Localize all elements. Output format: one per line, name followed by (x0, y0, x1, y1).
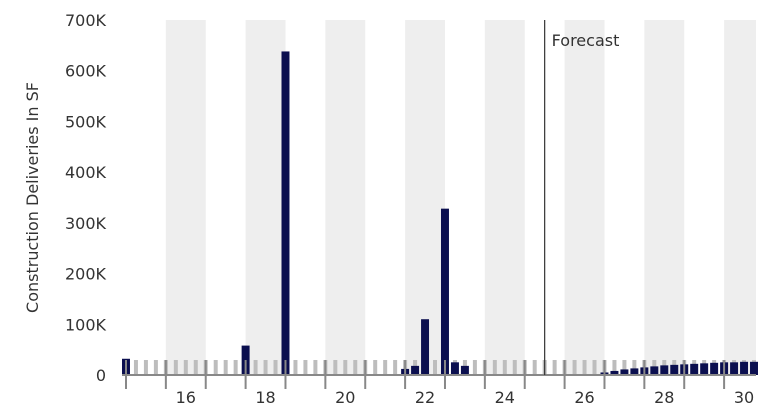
axes (122, 360, 756, 389)
bar (710, 362, 719, 375)
quarter-placeholder-mark (572, 360, 577, 374)
y-tick-label: 200K (65, 265, 107, 284)
bar (650, 366, 659, 375)
year-shade-band (405, 20, 445, 375)
bar (700, 363, 709, 375)
bar (750, 361, 758, 375)
quarter-placeholder-mark (532, 360, 537, 374)
y-tick-label: 600K (65, 62, 107, 81)
y-tick-label: 0 (96, 366, 106, 385)
bar (690, 363, 699, 375)
y-tick-label: 400K (65, 163, 107, 182)
quarter-placeholder-mark (263, 360, 268, 374)
quarter-placeholder-mark (612, 360, 617, 374)
y-axis-label: Construction Deliveries In SF (23, 82, 42, 313)
bar (630, 368, 639, 375)
quarter-placeholder-mark (273, 360, 278, 374)
year-shade-band (724, 20, 756, 375)
quarter-placeholder-mark (293, 360, 298, 374)
quarter-placeholder-mark (343, 360, 348, 374)
x-tick-label: 30 (734, 388, 754, 407)
quarter-placeholder-mark (552, 360, 557, 374)
x-tick-label: 18 (255, 388, 275, 407)
bar (440, 208, 449, 375)
y-tick-label: 500K (65, 112, 107, 131)
quarter-placeholder-mark (373, 360, 378, 374)
forecast-label: Forecast (552, 31, 620, 50)
year-shade-band (644, 20, 685, 375)
bar (670, 364, 679, 375)
year-shade-band (165, 20, 206, 375)
year-shade-band (245, 20, 286, 375)
quarter-placeholder-mark (433, 360, 438, 374)
quarter-placeholder-mark (223, 360, 228, 374)
quarter-placeholder-mark (502, 360, 507, 374)
quarter-placeholder-mark (632, 360, 637, 374)
quarter-placeholder-mark (383, 360, 388, 374)
x-tick-labels: 16 18 20 22 24 26 28 30 (176, 388, 755, 407)
y-tick-label: 100K (65, 315, 107, 334)
bar (281, 51, 290, 375)
x-tick-label: 22 (415, 388, 435, 407)
y-tick-labels: 0 100K 200K 300K 400K 500K 600K 700K (65, 11, 107, 385)
year-shade-band (325, 20, 366, 375)
quarter-placeholder-mark (472, 360, 477, 374)
quarter-placeholder-mark (492, 360, 497, 374)
bar (450, 362, 459, 375)
year-shade-band (484, 20, 525, 375)
quarter-placeholder-mark (173, 360, 178, 374)
quarter-placeholder-mark (592, 360, 597, 374)
quarter-placeholder-mark (313, 360, 318, 374)
bar (411, 365, 420, 375)
quarter-placeholder-mark (133, 360, 138, 374)
y-tick-label: 700K (65, 11, 107, 30)
quarter-placeholder-mark (143, 360, 148, 374)
bar (460, 365, 469, 375)
quarter-placeholder-mark (333, 360, 338, 374)
x-tick-label: 20 (335, 388, 355, 407)
forecast-marker: Forecast (544, 20, 620, 375)
y-tick-label: 300K (65, 214, 107, 233)
quarter-placeholder-mark (303, 360, 308, 374)
quarter-placeholder-mark (153, 360, 158, 374)
year-shading (165, 20, 756, 375)
quarter-placeholder-mark (512, 360, 517, 374)
year-shade-band (564, 20, 605, 375)
bar (610, 370, 619, 375)
quarter-placeholder-mark (582, 360, 587, 374)
quarter-placeholder-mark (353, 360, 358, 374)
quarter-placeholder-mark (193, 360, 198, 374)
x-tick-label: 24 (495, 388, 515, 407)
x-tick-label: 28 (654, 388, 674, 407)
quarter-placeholder-mark (622, 360, 627, 374)
bar (730, 362, 739, 375)
x-tick-label: 16 (176, 388, 196, 407)
quarter-placeholder-mark (183, 360, 188, 374)
bar (620, 369, 629, 375)
quarter-placeholder-mark (233, 360, 238, 374)
bar (421, 319, 430, 375)
x-tick-label: 26 (574, 388, 594, 407)
quarter-placeholder-mark (213, 360, 218, 374)
bar (660, 365, 669, 375)
quarter-placeholder-mark (253, 360, 258, 374)
bar (740, 361, 749, 375)
quarter-placeholder-mark (393, 360, 398, 374)
